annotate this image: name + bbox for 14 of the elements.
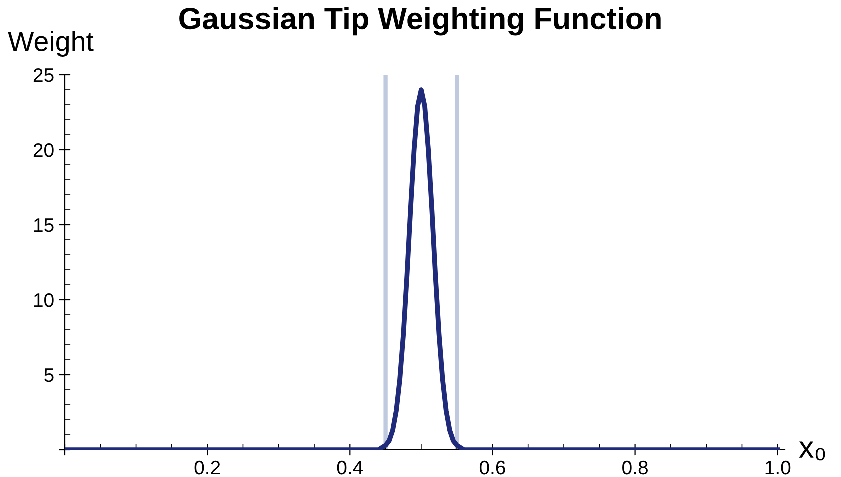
y-axis-title: Weight <box>8 31 94 57</box>
x-tick-label: 0.8 <box>622 460 648 475</box>
y-tick-label: 5 <box>44 368 54 382</box>
x-tick-label: 0.2 <box>194 460 220 475</box>
line-series <box>65 88 780 450</box>
y-tick-label: 10 <box>34 293 54 308</box>
chart-title: Gaussian Tip Weighting Function <box>180 7 661 36</box>
y-tick-label: 20 <box>34 143 54 158</box>
x-tick-label: 0.4 <box>337 460 364 475</box>
x-tick-label: 1.0 <box>766 460 791 475</box>
y-tick-label: 25 <box>34 68 54 82</box>
x-axis-title: x₀ <box>799 442 826 461</box>
y-tick-label: 15 <box>34 218 54 232</box>
x-tick-label: 0.6 <box>480 460 506 475</box>
